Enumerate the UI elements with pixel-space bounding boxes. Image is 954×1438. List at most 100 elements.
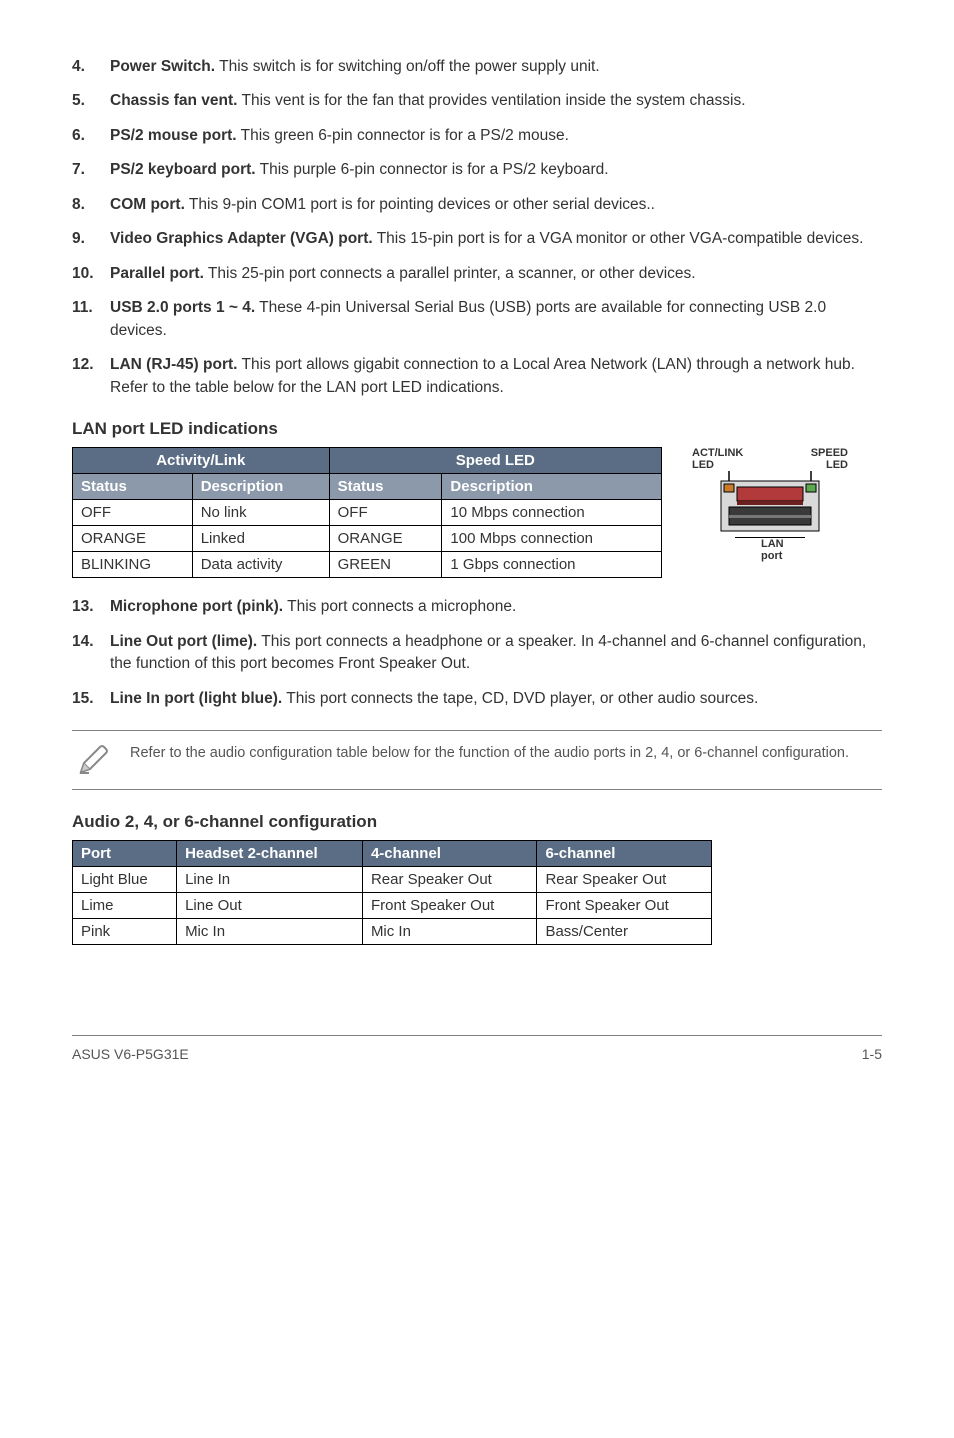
- spec-list-1: 4.Power Switch. This switch is for switc…: [72, 56, 882, 399]
- table-cell: OFF: [73, 500, 193, 526]
- item-lead: Line Out port (lime).: [110, 633, 257, 650]
- lan-led-table: Activity/Link Speed LED Status Descripti…: [72, 447, 662, 578]
- item-number: 13.: [72, 596, 110, 618]
- note-block: Refer to the audio configuration table b…: [72, 730, 882, 790]
- footer-left: ASUS V6-P5G31E: [72, 1046, 189, 1062]
- pencil-icon: [76, 743, 110, 777]
- spec-item: 6.PS/2 mouse port. This green 6-pin conn…: [72, 125, 882, 147]
- item-number: 15.: [72, 688, 110, 710]
- item-lead: COM port.: [110, 196, 185, 213]
- item-lead: USB 2.0 ports 1 ~ 4.: [110, 299, 255, 316]
- table-header: Headset 2-channel: [177, 841, 363, 867]
- item-lead: Parallel port.: [110, 265, 204, 282]
- spec-item: 8.COM port. This 9-pin COM1 port is for …: [72, 194, 882, 216]
- spec-item: 9.Video Graphics Adapter (VGA) port. Thi…: [72, 228, 882, 250]
- table-header: 4-channel: [362, 841, 537, 867]
- spec-item: 7.PS/2 keyboard port. This purple 6-pin …: [72, 159, 882, 181]
- item-number: 5.: [72, 90, 110, 112]
- spec-list-2: 13.Microphone port (pink). This port con…: [72, 596, 882, 710]
- item-text: This port connects a microphone.: [283, 598, 516, 615]
- table-cell: Line Out: [177, 893, 363, 919]
- act-link-label: ACT/LINK: [692, 447, 743, 459]
- item-lead: Microphone port (pink).: [110, 598, 283, 615]
- page-footer: ASUS V6-P5G31E 1-5: [72, 1035, 882, 1062]
- table-cell: 10 Mbps connection: [442, 500, 662, 526]
- item-lead: PS/2 mouse port.: [110, 127, 237, 144]
- table-cell: BLINKING: [73, 552, 193, 578]
- item-text: This green 6-pin connector is for a PS/2…: [237, 127, 569, 144]
- speed-label: SPEED: [811, 447, 848, 459]
- table-header: 6-channel: [537, 841, 712, 867]
- item-lead: PS/2 keyboard port.: [110, 161, 256, 178]
- item-number: 9.: [72, 228, 110, 250]
- item-number: 11.: [72, 297, 110, 342]
- item-text: This port connects the tape, CD, DVD pla…: [282, 690, 758, 707]
- item-body: Chassis fan vent. This vent is for the f…: [110, 90, 882, 112]
- table-cell: Rear Speaker Out: [537, 867, 712, 893]
- item-number: 7.: [72, 159, 110, 181]
- item-body: Microphone port (pink). This port connec…: [110, 596, 882, 618]
- item-lead: LAN (RJ-45) port.: [110, 356, 237, 373]
- audio-config-table: Port Headset 2-channel 4-channel 6-chann…: [72, 840, 712, 945]
- lan-row: Activity/Link Speed LED Status Descripti…: [72, 447, 882, 578]
- lan-port-caption: LAN port: [761, 538, 784, 562]
- item-number: 6.: [72, 125, 110, 147]
- spec-item: 5.Chassis fan vent. This vent is for the…: [72, 90, 882, 112]
- item-number: 4.: [72, 56, 110, 78]
- item-body: LAN (RJ-45) port. This port allows gigab…: [110, 354, 882, 399]
- port-labels-row2: LED LED: [690, 459, 850, 471]
- table-row: Light Blue Line In Rear Speaker Out Rear…: [73, 867, 712, 893]
- table-cell: Lime: [73, 893, 177, 919]
- table-cell: Mic In: [362, 919, 537, 945]
- spec-item: 10.Parallel port. This 25-pin port conne…: [72, 263, 882, 285]
- item-text: This 15-pin port is for a VGA monitor or…: [373, 230, 864, 247]
- port-labels-row1: ACT/LINK SPEED: [690, 447, 850, 459]
- item-text: This switch is for switching on/off the …: [215, 58, 600, 75]
- table-subheader: Description: [442, 474, 662, 500]
- led-label-left: LED: [692, 459, 714, 471]
- table-cell: GREEN: [329, 552, 442, 578]
- table-cell: Data activity: [192, 552, 329, 578]
- table-header: Speed LED: [329, 448, 661, 474]
- item-body: COM port. This 9-pin COM1 port is for po…: [110, 194, 882, 216]
- table-cell: Line In: [177, 867, 363, 893]
- item-body: Power Switch. This switch is for switchi…: [110, 56, 882, 78]
- table-cell: Pink: [73, 919, 177, 945]
- table-cell: ORANGE: [329, 526, 442, 552]
- table-cell: Front Speaker Out: [362, 893, 537, 919]
- table-cell: OFF: [329, 500, 442, 526]
- table-cell: Linked: [192, 526, 329, 552]
- item-text: This 9-pin COM1 port is for pointing dev…: [185, 196, 655, 213]
- table-header: Activity/Link: [73, 448, 330, 474]
- page: 4.Power Switch. This switch is for switc…: [0, 0, 954, 1102]
- lan-port-icon: [715, 471, 825, 537]
- item-number: 10.: [72, 263, 110, 285]
- item-text: This 25-pin port connects a parallel pri…: [204, 265, 696, 282]
- table-cell: Front Speaker Out: [537, 893, 712, 919]
- table-cell: ORANGE: [73, 526, 193, 552]
- item-lead: Power Switch.: [110, 58, 215, 75]
- led-label-right: LED: [826, 459, 848, 471]
- item-body: USB 2.0 ports 1 ~ 4. These 4-pin Univers…: [110, 297, 882, 342]
- spec-item: 11.USB 2.0 ports 1 ~ 4. These 4-pin Univ…: [72, 297, 882, 342]
- table-cell: 100 Mbps connection: [442, 526, 662, 552]
- table-cell: Light Blue: [73, 867, 177, 893]
- spec-item: 12.LAN (RJ-45) port. This port allows gi…: [72, 354, 882, 399]
- item-body: Line Out port (lime). This port connects…: [110, 631, 882, 676]
- item-body: PS/2 keyboard port. This purple 6-pin co…: [110, 159, 882, 181]
- table-header: Port: [73, 841, 177, 867]
- table-row: Pink Mic In Mic In Bass/Center: [73, 919, 712, 945]
- item-lead: Chassis fan vent.: [110, 92, 238, 109]
- item-number: 12.: [72, 354, 110, 399]
- table-row: OFF No link OFF 10 Mbps connection: [73, 500, 662, 526]
- note-text: Refer to the audio configuration table b…: [130, 743, 849, 763]
- table-cell: 1 Gbps connection: [442, 552, 662, 578]
- item-body: Line In port (light blue). This port con…: [110, 688, 882, 710]
- footer-right: 1-5: [862, 1046, 882, 1062]
- item-number: 8.: [72, 194, 110, 216]
- table-subheader: Description: [192, 474, 329, 500]
- spec-item: 4.Power Switch. This switch is for switc…: [72, 56, 882, 78]
- table-cell: Rear Speaker Out: [362, 867, 537, 893]
- item-lead: Line In port (light blue).: [110, 690, 282, 707]
- spec-item: 15.Line In port (light blue). This port …: [72, 688, 882, 710]
